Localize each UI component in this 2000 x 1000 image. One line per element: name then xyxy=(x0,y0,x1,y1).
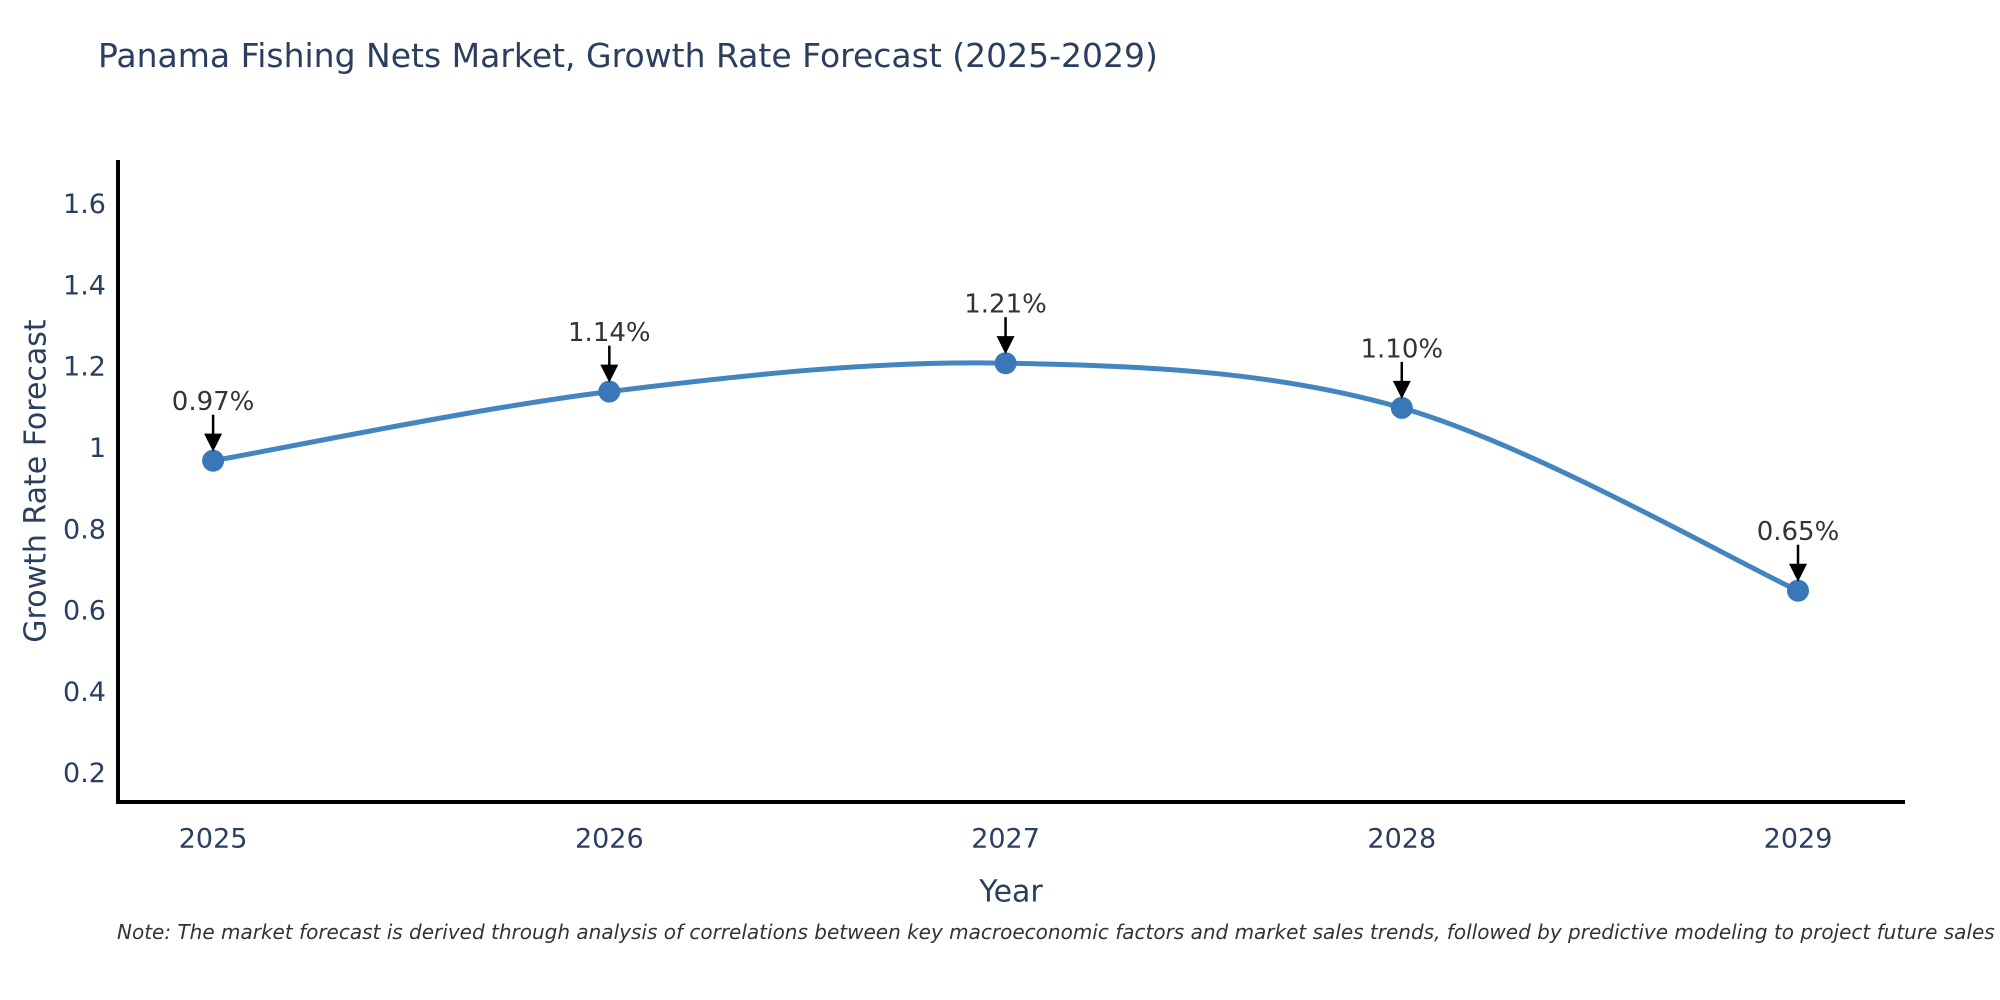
data-point-marker xyxy=(1787,579,1809,602)
annotation-arrow-head xyxy=(996,336,1015,355)
annotation-arrow-head xyxy=(1789,563,1808,582)
point-annotation-label: 1.21% xyxy=(964,290,1047,320)
y-tick-label: 0.2 xyxy=(63,758,106,789)
y-tick-label: 0.6 xyxy=(63,596,106,627)
data-point-marker xyxy=(994,352,1017,375)
y-tick-label: 1.2 xyxy=(63,352,106,383)
axis-spines xyxy=(116,160,1905,804)
point-annotation-label: 0.97% xyxy=(172,387,255,417)
data-point-marker xyxy=(202,449,225,472)
point-annotation-label: 1.14% xyxy=(568,318,651,348)
x-tick-label: 2027 xyxy=(971,824,1040,855)
data-point-marker xyxy=(598,380,621,403)
y-tick-label: 1 xyxy=(89,433,106,464)
x-tick-label: 2028 xyxy=(1367,824,1436,855)
annotation-arrow-head xyxy=(1392,380,1411,399)
point-annotation-label: 1.10% xyxy=(1360,334,1443,364)
y-axis-title: Growth Rate Forecast xyxy=(18,319,54,643)
x-axis-title: Year xyxy=(979,874,1043,910)
annotation-arrow-head xyxy=(600,364,619,383)
x-tick-label: 2029 xyxy=(1764,824,1833,855)
y-tick-label: 0.8 xyxy=(63,514,106,545)
footnote-text: Note: The market forecast is derived thr… xyxy=(117,920,1995,944)
chart-title: Panama Fishing Nets Market, Growth Rate … xyxy=(98,36,1158,75)
y-tick-label: 1.4 xyxy=(63,270,106,301)
y-tick-label: 0.4 xyxy=(63,677,106,708)
x-tick-label: 2025 xyxy=(179,824,248,855)
trend-line xyxy=(210,360,1801,594)
point-annotation-label: 0.65% xyxy=(1757,517,1840,547)
y-tick-label: 1.6 xyxy=(63,189,106,220)
annotation-arrow-head xyxy=(204,433,223,452)
data-point-marker xyxy=(1390,396,1413,419)
x-tick-label: 2026 xyxy=(575,824,644,855)
